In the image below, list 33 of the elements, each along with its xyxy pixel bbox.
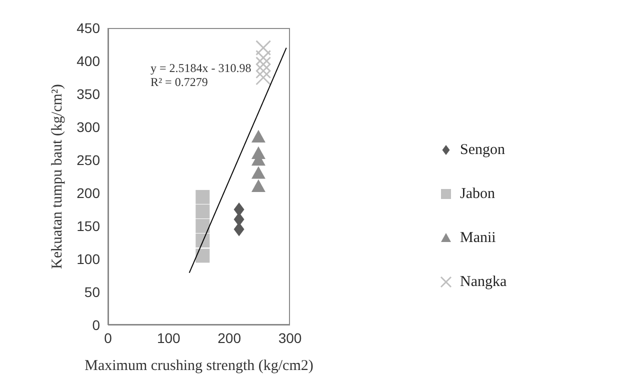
x-tick-label: 0 [104,330,112,346]
point [251,146,266,159]
y-tick-label: 50 [84,284,100,300]
legend-label: Jabon [460,186,495,202]
y-tick-label: 350 [76,86,100,102]
y-tick-label: 400 [76,52,100,69]
y-tick-label: 0 [92,316,100,333]
point [196,234,210,248]
y-tick-label: 450 [76,20,100,36]
legend-label: Sengon [460,142,505,158]
legend-label: Manii [460,230,496,246]
point [196,219,210,233]
legend-label: Nangka [460,274,507,290]
point [196,248,210,263]
point [234,202,244,216]
point [251,166,266,179]
point [196,190,210,204]
x-tick-label: 200 [218,330,242,346]
y-tick-label: 100 [76,250,100,267]
y-tick-label: 300 [76,118,100,135]
point [251,130,266,142]
point [234,222,244,236]
point [196,204,210,218]
y-tick-label: 150 [76,218,100,234]
x-tick-label: 100 [156,330,181,346]
y-tick-label: 250 [76,152,100,168]
y-tick-label: 200 [76,184,100,201]
annotation: R² = 0.7279 [150,75,208,90]
point [251,179,266,192]
annotation: y = 2.5184x - 310.98 [150,61,252,76]
x-axis-title: Maximum crushing strength (kg/cm2) [84,358,314,374]
y-axis-title: Kekuatan tumpu baut (kg/cm²) [49,84,66,269]
x-tick-label: 300 [278,330,302,346]
